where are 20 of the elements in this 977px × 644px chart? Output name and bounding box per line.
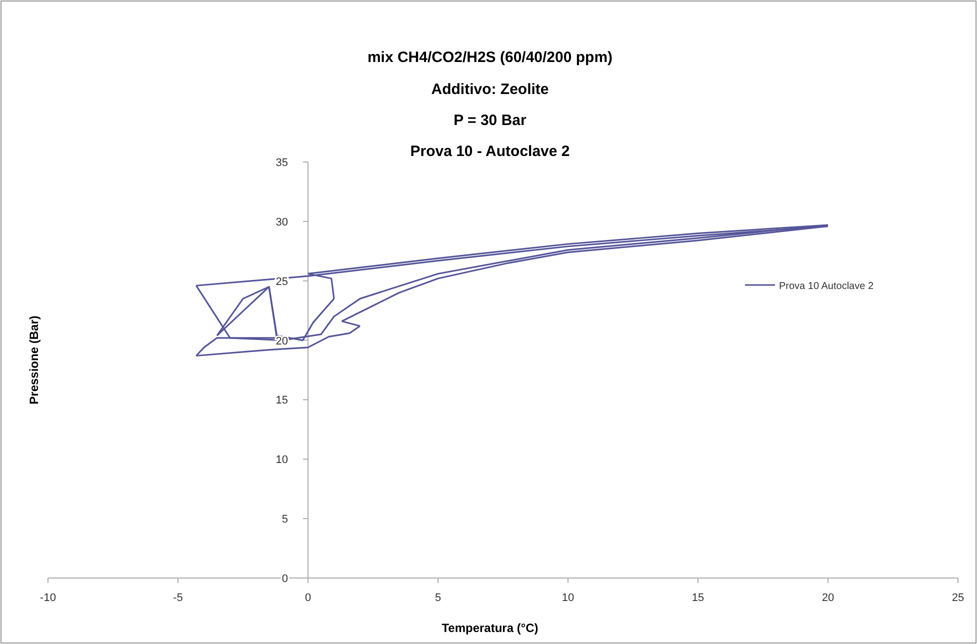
x-tick-label: -10 bbox=[40, 592, 56, 604]
x-tick-label: 20 bbox=[822, 592, 834, 604]
y-tick-label: 30 bbox=[276, 216, 288, 228]
x-tick-label: 15 bbox=[692, 592, 704, 604]
y-tick-label: 0 bbox=[282, 573, 288, 585]
x-tick-label: 0 bbox=[304, 592, 312, 604]
x-tick-label: 25 bbox=[952, 592, 964, 604]
chart-subtitle: Additivo: Zeolite P = 30 Bar Prova 10 - Autoclave 2 bbox=[410, 81, 570, 160]
x-axis-title: Temperatura (°C) bbox=[442, 621, 538, 635]
x-tick-label: 10 bbox=[562, 592, 574, 604]
x-tick-label: 5 bbox=[434, 592, 442, 604]
chart-title: mix CH4/CO2/H2S (60/40/200 ppm) bbox=[367, 49, 613, 66]
y-tick-label: 10 bbox=[276, 454, 288, 466]
x-tick-label: -5 bbox=[173, 592, 183, 604]
y-axis-title: Pressione (Bar) bbox=[27, 316, 41, 404]
y-tick-label: 25 bbox=[276, 276, 288, 288]
y-tick-label: 5 bbox=[282, 514, 288, 526]
legend-label: Prova 10 Autoclave 2 bbox=[779, 281, 874, 292]
y-tick-label: 15 bbox=[276, 394, 288, 407]
y-tick-label: 35 bbox=[276, 157, 288, 169]
